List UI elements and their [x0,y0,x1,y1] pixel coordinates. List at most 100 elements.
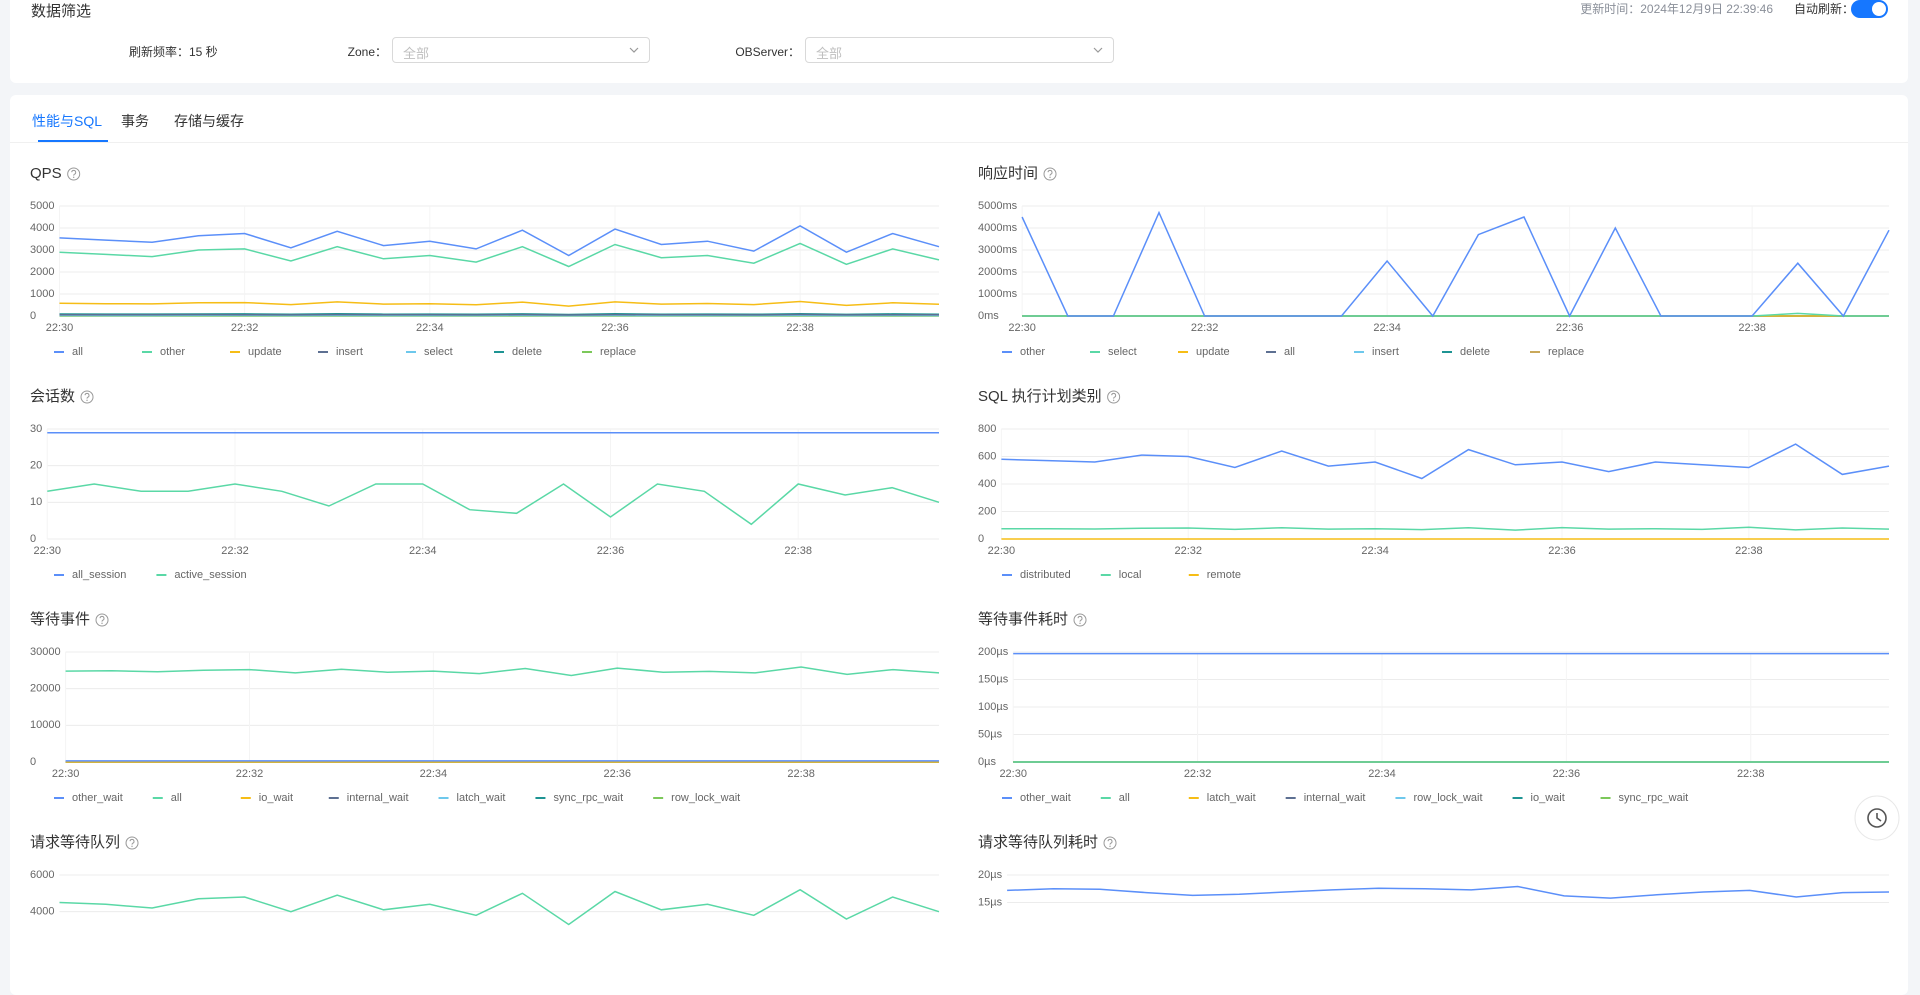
x-tick-label: 22:32 [1174,545,1202,557]
y-tick-label: 4000 [30,222,54,234]
y-tick-label: 10 [30,496,42,508]
chart-title: 请求等待队列 [30,833,120,851]
series-line [66,667,939,676]
help-dot [131,846,132,847]
series-line [60,315,940,316]
help-dot [1049,177,1050,178]
legend-label: other_wait [72,792,123,804]
chart-title: QPS [30,165,62,182]
help-icon [96,614,108,626]
legend-label: replace [600,346,636,358]
y-tick-label: 200 [978,505,996,517]
legend-label: row_lock_wait [671,792,740,804]
legend-label: other [160,346,185,358]
y-tick-label: 0µs [978,756,996,768]
y-tick-label: 6000 [30,869,54,881]
series-line [47,484,939,524]
chart-title: SQL 执行计划类别 [978,388,1102,405]
x-tick-label: 22:34 [1361,545,1389,557]
help-mark [100,616,104,621]
y-tick-label: 4000 [30,906,54,918]
series-line [1001,444,1889,478]
legend-label: select [424,346,453,358]
help-mark [1112,393,1116,398]
help-dot [1113,400,1114,401]
help-icon [1044,168,1056,180]
help-icon [81,391,93,403]
x-tick-label: 22:32 [221,545,249,557]
help-icon [1104,837,1116,849]
y-tick-label: 20µs [978,869,1003,881]
x-tick-label: 22:38 [786,322,814,334]
help-circle [126,837,138,849]
legend-label: internal_wait [1304,792,1366,804]
y-tick-label: 1000 [30,288,54,300]
x-tick-label: 22:36 [601,322,629,334]
legend-label: other_wait [1020,792,1071,804]
x-tick-label: 22:36 [1553,768,1581,780]
series-line [1022,313,1889,316]
legend-label: all [1284,346,1295,358]
legend-label: select [1108,346,1137,358]
history-button[interactable] [1855,796,1899,840]
x-tick-label: 22:34 [1368,768,1396,780]
y-tick-label: 3000 [30,244,54,256]
legend-label: io_wait [1531,792,1565,804]
y-tick-label: 200µs [978,646,1009,658]
x-tick-label: 22:34 [409,545,437,557]
y-tick-label: 100µs [978,701,1009,713]
x-tick-label: 22:34 [1373,322,1401,334]
y-tick-label: 10000 [30,719,61,731]
legend-label: insert [336,346,363,358]
y-tick-label: 400 [978,478,996,490]
chart-title: 会话数 [30,388,75,405]
x-tick-label: 22:30 [46,322,74,334]
help-circle [1044,168,1056,180]
help-circle [1108,391,1120,403]
legend-label: latch_wait [457,792,506,804]
legend-label: row_lock_wait [1413,792,1482,804]
legend-label: local [1119,569,1142,581]
x-tick-label: 22:34 [416,322,444,334]
chart-title: 请求等待队列耗时 [978,833,1098,851]
help-dot [1079,623,1080,624]
help-dot [86,400,87,401]
y-tick-label: 0 [30,310,36,322]
x-tick-label: 22:38 [1737,768,1765,780]
series-line [1007,887,1889,899]
x-tick-label: 22:30 [988,545,1016,557]
y-tick-label: 15µs [978,896,1003,908]
x-tick-label: 22:38 [784,545,812,557]
help-mark [85,393,89,398]
series-line [60,890,940,925]
y-tick-label: 600 [978,450,996,462]
help-mark [1078,616,1082,621]
x-tick-label: 22:30 [1008,322,1036,334]
legend-label: all_session [72,569,126,581]
help-circle [81,391,93,403]
legend-label: active_session [174,569,246,581]
series-line [1001,527,1889,530]
x-tick-label: 22:32 [1184,768,1212,780]
x-tick-label: 22:30 [52,768,80,780]
help-circle [1074,614,1086,626]
help-mark [72,170,76,175]
y-tick-label: 20 [30,460,42,472]
x-tick-label: 22:36 [1548,545,1576,557]
y-tick-label: 50µs [978,728,1003,740]
help-mark [1048,170,1052,175]
legend-label: distributed [1020,569,1071,581]
help-dot [73,177,74,178]
chart-title: 等待事件耗时 [978,610,1068,628]
y-tick-label: 5000ms [978,200,1018,212]
x-tick-label: 22:30 [33,545,61,557]
legend-label: sync_rpc_wait [1619,792,1689,804]
x-tick-label: 22:38 [787,768,815,780]
legend-label: internal_wait [347,792,409,804]
legend-label: latch_wait [1207,792,1256,804]
y-tick-label: 20000 [30,683,61,695]
help-circle [96,614,108,626]
legend-label: sync_rpc_wait [553,792,623,804]
x-tick-label: 22:30 [999,768,1027,780]
y-tick-label: 30000 [30,646,61,658]
